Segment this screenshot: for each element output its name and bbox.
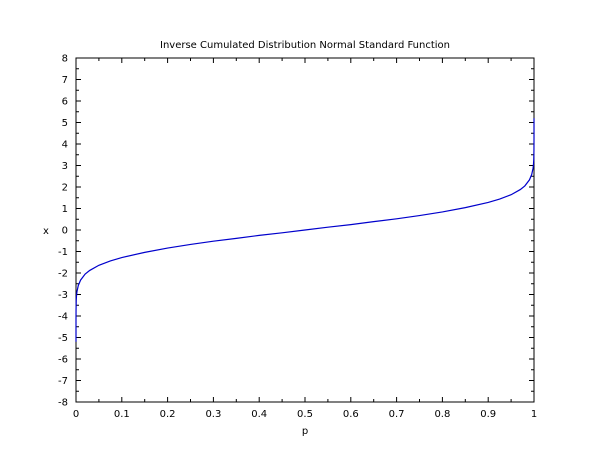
x-axis: 0 0.1 0.2 0.3 0.4 0.5 0.6 0.7 0.8 0.9 1 [73,58,537,420]
y-tick-label: -1 [58,247,68,258]
y-tick-label: 2 [62,183,68,194]
x-axis-label: p [302,426,308,437]
y-tick-label: 8 [62,54,68,65]
x-tick-label: 0.2 [160,409,176,420]
x-tick-label: 0.3 [205,409,221,420]
y-tick-label: 0 [62,226,68,237]
y-tick-label: 5 [62,118,68,129]
y-tick-label: -4 [58,312,68,323]
y-tick-label: 7 [62,75,68,86]
x-tick-label: 0.4 [251,409,267,420]
x-tick-label: 1 [531,409,537,420]
y-axis: -8 -7 -6 -5 -4 -3 -2 -1 0 1 2 3 4 5 6 7 8 [58,54,534,409]
x-tick-label: 0.6 [343,409,359,420]
y-tick-label: 6 [62,97,68,108]
x-tick-label: 0.9 [480,409,496,420]
x-tick-label: 0 [73,409,79,420]
x-tick-label: 0.7 [389,409,405,420]
x-tick-label: 0.8 [434,409,450,420]
series-line [75,118,535,342]
y-tick-label: 4 [62,140,68,151]
x-tick-label: 0.1 [114,409,130,420]
y-tick-label: -3 [58,290,68,301]
x-tick-label: 0.5 [297,409,313,420]
y-tick-label: 3 [62,161,68,172]
y-tick-label: -2 [58,269,68,280]
y-tick-label: -7 [58,376,68,387]
y-tick-label: -5 [58,333,68,344]
y-axis-label: x [43,226,49,237]
y-tick-label: 1 [62,204,68,215]
y-tick-label: -8 [58,398,68,409]
y-tick-label: -6 [58,355,68,366]
chart-title: Inverse Cumulated Distribution Normal St… [160,40,450,51]
